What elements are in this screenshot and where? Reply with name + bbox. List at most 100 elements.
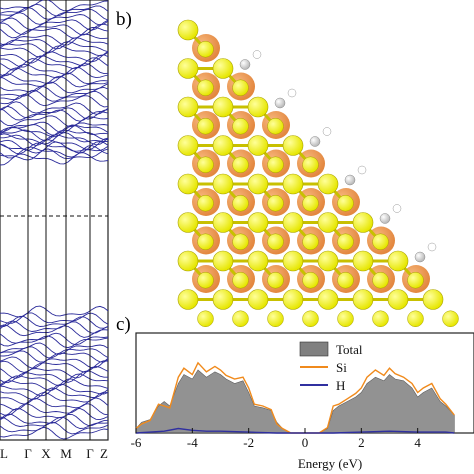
si-atom	[407, 272, 424, 289]
panel-label-c: c)	[116, 314, 131, 335]
si-atom	[212, 289, 234, 310]
legend-label: H	[336, 378, 345, 393]
si-atom	[232, 310, 249, 327]
si-atom	[387, 289, 409, 310]
h-atom	[344, 174, 356, 186]
si-atom	[372, 310, 389, 327]
k-point-label: Z	[100, 446, 108, 461]
si-atom	[282, 250, 304, 272]
si-atom	[282, 289, 304, 310]
series-si-line	[135, 361, 455, 434]
k-point-label: X	[41, 446, 51, 461]
si-atom	[302, 233, 319, 250]
si-atom	[317, 212, 339, 233]
si-atom	[282, 135, 304, 156]
si-atom	[197, 118, 214, 135]
si-atom	[317, 173, 339, 195]
dos-x-axis-label: Energy (eV)	[298, 456, 362, 471]
h-atom	[427, 242, 437, 252]
si-atom	[177, 212, 199, 233]
si-atom	[212, 58, 234, 79]
si-atom	[247, 96, 269, 118]
si-atom	[177, 250, 199, 272]
si-atom	[212, 96, 234, 118]
si-atom	[352, 212, 374, 233]
h-atom	[379, 213, 391, 224]
si-atom	[282, 212, 304, 233]
si-atom	[177, 135, 199, 156]
dos-panel: -6 -4 -2 0 2 4 Energy (eV) Total Si H	[131, 332, 474, 471]
si-atom	[177, 289, 199, 310]
k-point-lines	[27, 0, 91, 440]
si-atom	[317, 289, 339, 310]
si-atom	[247, 289, 269, 310]
si-atom	[232, 233, 249, 250]
legend-label: Total	[336, 342, 363, 357]
x-tick-label: 0	[302, 435, 309, 450]
h-atom	[239, 59, 251, 70]
si-atom	[197, 233, 214, 250]
si-atom	[407, 310, 424, 327]
k-point-label: L	[0, 446, 8, 461]
si-atom	[337, 272, 354, 289]
si-atom	[232, 156, 249, 173]
h-atom	[274, 97, 286, 109]
h-atom	[414, 251, 426, 263]
si-atom	[232, 195, 249, 212]
si-atom	[232, 118, 249, 135]
si-atom	[247, 250, 269, 272]
crystal-structure-panel	[177, 19, 459, 327]
h-atom	[392, 204, 402, 213]
si-atom	[247, 135, 269, 156]
si-atom	[442, 310, 459, 327]
h-atom	[287, 88, 297, 98]
dos-x-ticks: -6 -4 -2 0 2 4	[131, 428, 421, 450]
si-atom	[372, 272, 389, 289]
si-atom	[267, 156, 284, 173]
x-tick-label: 2	[358, 435, 365, 450]
legend-label: Si	[336, 360, 347, 375]
series-h-line	[135, 427, 455, 434]
si-atom	[422, 289, 444, 310]
si-atom	[267, 195, 284, 212]
si-atom	[212, 212, 234, 233]
si-atom	[302, 310, 319, 327]
x-tick-label: 4	[414, 435, 421, 450]
si-atom	[267, 118, 284, 135]
si-atom	[352, 250, 374, 272]
si-atom	[247, 212, 269, 233]
x-tick-label: -2	[243, 435, 254, 450]
si-atom	[282, 173, 304, 195]
h-atom	[322, 127, 332, 136]
si-atom	[337, 233, 354, 250]
dos-legend: Total Si H	[299, 341, 363, 393]
si-atom	[197, 195, 214, 212]
si-atom	[197, 79, 214, 96]
k-point-label: Γ	[24, 446, 32, 461]
si-atom	[302, 195, 319, 212]
si-atom	[177, 19, 199, 41]
si-atom	[212, 173, 234, 195]
si-atom	[197, 41, 214, 58]
si-atom	[212, 250, 234, 272]
panel-label-b: b)	[116, 9, 132, 30]
x-tick-label: -6	[131, 435, 142, 450]
h-atom	[309, 136, 321, 147]
si-atom	[387, 250, 409, 272]
si-atom	[197, 310, 214, 327]
si-atom	[337, 195, 354, 212]
si-atom	[177, 96, 199, 118]
h-atom	[252, 50, 262, 59]
si-atom	[267, 233, 284, 250]
si-atom	[302, 156, 319, 173]
si-atom	[212, 135, 234, 156]
si-atom	[372, 233, 389, 250]
si-atom	[177, 173, 199, 195]
si-atom	[232, 79, 249, 96]
si-atom	[267, 310, 284, 327]
si-atom	[247, 173, 269, 195]
si-atom	[267, 272, 284, 289]
